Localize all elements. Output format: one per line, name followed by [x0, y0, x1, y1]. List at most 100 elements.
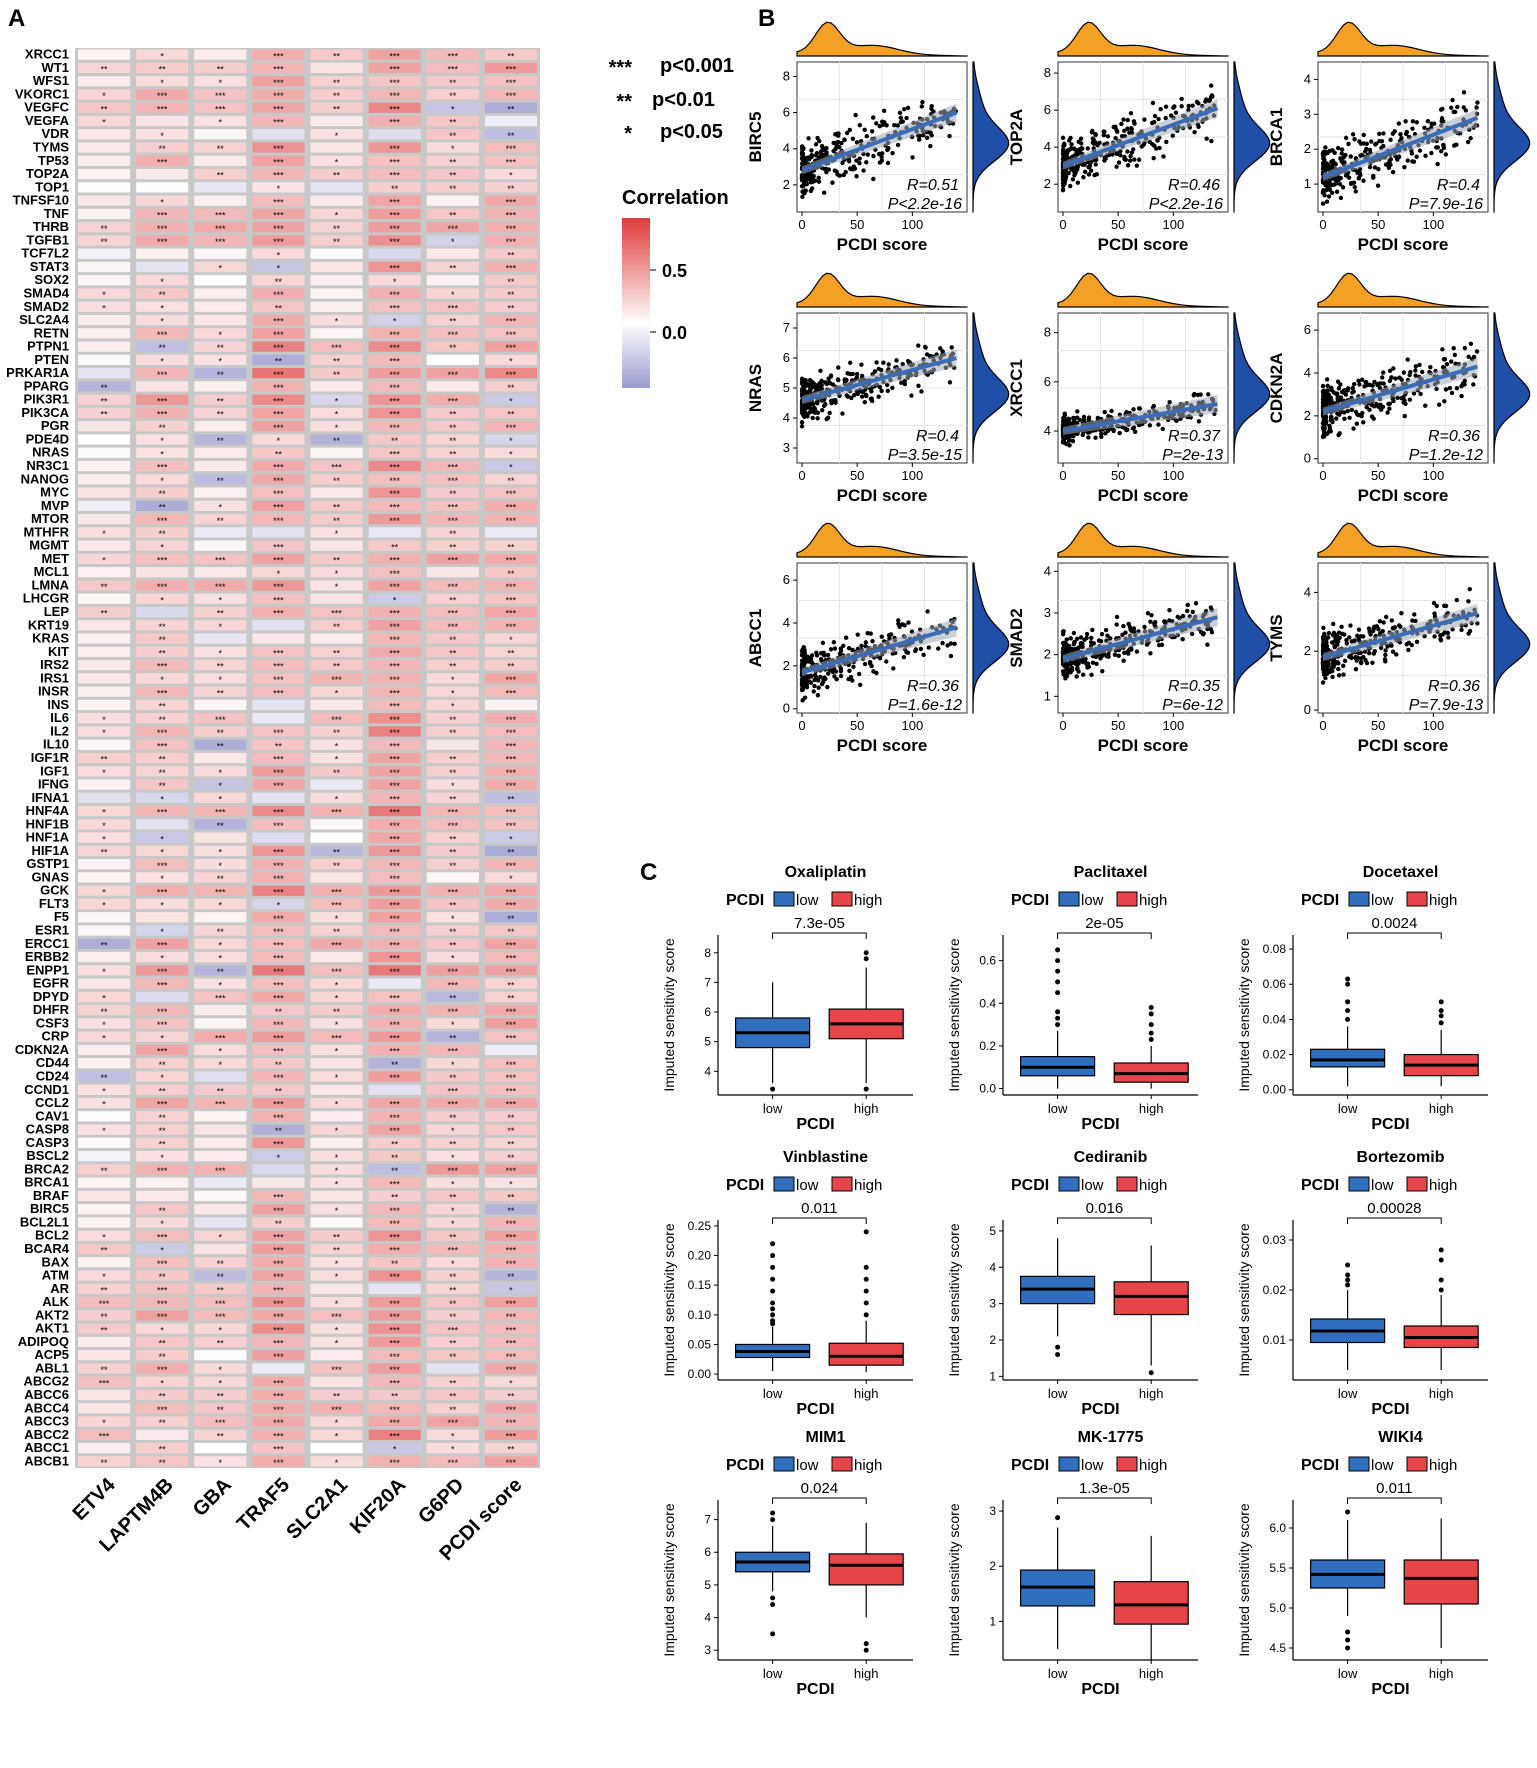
x-tick-label: 0: [1059, 217, 1066, 232]
heatmap-star: ***: [448, 808, 459, 818]
heatmap-star: ***: [506, 502, 517, 512]
heatmap-cell: [426, 1097, 479, 1109]
heatmap-cell: [252, 474, 305, 485]
heatmap-star: **: [449, 834, 457, 844]
scatter-point: [871, 176, 876, 182]
legend-title: PCDI: [726, 892, 764, 909]
heatmap-cell: [426, 792, 479, 803]
heatmap-cell: [426, 487, 479, 498]
scatter-point: [1417, 148, 1423, 153]
heatmap-star: ***: [448, 821, 459, 831]
heatmap-cell: [310, 991, 363, 1003]
heatmap-cell: [252, 155, 305, 166]
heatmap-star: ***: [99, 1299, 110, 1309]
heatmap-cell: [310, 142, 363, 153]
heatmap-cell: [78, 620, 131, 631]
heatmap-row-label: IL10: [43, 737, 69, 752]
heatmap-star: *: [219, 1060, 223, 1070]
scatter-point: [1336, 432, 1341, 438]
heatmap-star: ***: [389, 171, 400, 181]
p-value-label: 2e-05: [1085, 915, 1123, 932]
scatter-point: [1447, 385, 1453, 391]
heatmap-cell: [78, 394, 131, 405]
heatmap-cell: [368, 1336, 421, 1348]
heatmap-row-label: LMNA: [31, 577, 69, 592]
heatmap-cell: [484, 208, 537, 220]
scatter-point: [1114, 164, 1119, 169]
heatmap-cell: [252, 792, 305, 803]
scatter-point: [1346, 141, 1351, 147]
scatter-point: [1425, 118, 1431, 124]
heatmap-star: **: [275, 1086, 283, 1096]
outlier-point: [1345, 1277, 1351, 1283]
heatmap-cell: [368, 633, 421, 644]
heatmap-star: **: [159, 1418, 167, 1428]
heatmap-cell: [136, 421, 189, 432]
heatmap-cell: [426, 1270, 479, 1281]
y-tick-label: 3: [989, 1504, 996, 1518]
heatmap-row-label: SOX2: [34, 272, 69, 287]
heatmap-cell: [310, 1044, 363, 1056]
scatter-point: [857, 123, 862, 128]
significance-bracket: [772, 932, 867, 939]
heatmap-cell: [78, 129, 131, 140]
scatter-point: [803, 188, 808, 193]
legend-title: PCDI: [1301, 1177, 1339, 1194]
scatter-point: [947, 133, 952, 139]
significance-bracket: [1057, 1217, 1152, 1224]
y-tick-label: 1: [1044, 688, 1051, 703]
heatmap-star: ***: [389, 343, 400, 353]
x-axis-label: PCDI score: [1098, 486, 1189, 505]
heatmap-star: ***: [273, 171, 284, 181]
heatmap-row-label: VDR: [42, 126, 70, 141]
scatter-point: [1062, 649, 1067, 654]
heatmap-cell: [484, 752, 537, 764]
heatmap-cell: [78, 1111, 131, 1122]
heatmap-star: **: [449, 264, 457, 274]
heatmap-cell: [426, 314, 479, 326]
x-tick-label: 50: [1371, 468, 1385, 483]
legend-label-low: low: [1371, 892, 1394, 909]
heatmap-cell: [310, 182, 363, 193]
heatmap-cell: [484, 567, 537, 578]
scatter-point: [1114, 151, 1119, 156]
y-axis-label: Imputed sensitivity score: [661, 1503, 677, 1656]
heatmap-star: *: [102, 887, 106, 897]
heatmap-star: ***: [389, 808, 400, 818]
heatmap-star: ***: [506, 144, 517, 154]
heatmap-row-label: KRT19: [28, 617, 69, 632]
heatmap-star: **: [217, 370, 225, 380]
outlier-point: [1345, 1008, 1351, 1014]
heatmap-cell: [484, 739, 537, 750]
x-axis-label: PCDI score: [837, 736, 928, 755]
scatter-point: [1338, 156, 1343, 161]
heatmap-star: ***: [389, 476, 400, 486]
outlier-point: [1438, 1020, 1444, 1026]
heatmap-cell: [310, 1137, 363, 1148]
heatmap-star: ***: [331, 715, 342, 725]
heatmap-star: ***: [389, 1100, 400, 1110]
heatmap-cell: [136, 235, 189, 246]
heatmap-star: ***: [273, 688, 284, 698]
heatmap-cell: [194, 845, 247, 857]
heatmap-star: ***: [506, 781, 517, 791]
scatter-point: [1468, 341, 1474, 346]
heatmap-star: **: [449, 171, 457, 181]
heatmap-star: ***: [506, 1418, 517, 1428]
heatmap-cell: [484, 1111, 537, 1122]
scatter-point: [938, 346, 943, 351]
heatmap-star: ***: [389, 1206, 400, 1216]
outlier-point: [770, 1631, 776, 1637]
scatter-point: [929, 133, 934, 138]
heatmap-star: ***: [389, 449, 400, 459]
heatmap-row-label: TCF7L2: [21, 246, 69, 261]
heatmap-star: **: [507, 303, 515, 313]
scatter-point: [1208, 83, 1214, 88]
heatmap-star: *: [451, 1219, 455, 1229]
scatter-point: [1078, 136, 1084, 141]
scatter-point: [830, 180, 835, 185]
scatter-point: [1436, 402, 1442, 407]
heatmap-star: *: [102, 1033, 106, 1043]
